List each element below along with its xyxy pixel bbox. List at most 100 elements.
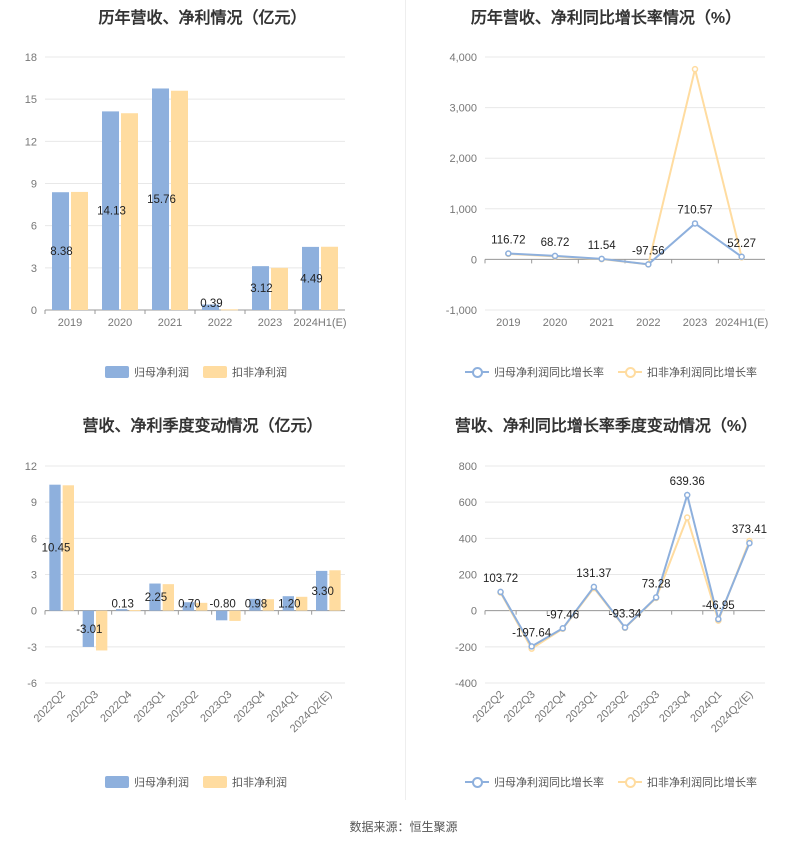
x-tick-label: 2023Q3 <box>626 689 662 725</box>
point-parent-growth <box>497 588 504 596</box>
bar-parent-net-profit <box>182 602 194 611</box>
legend-label: 归母净利润 <box>134 777 189 789</box>
data-label: 3.30 <box>311 586 333 598</box>
bar-parent-net-profit <box>149 583 161 611</box>
quarterly-profit-bar-chart: -6 -3 0 3 6 9 12 2022Q22022Q32022Q42023Q12023Q2… <box>25 461 345 735</box>
quarterly-profit-panel: 营收、净利季度变动情况（亿元） -6 -3 0 3 6 9 12 2022Q2 2022Q3 20… <box>0 408 405 808</box>
point-parent-growth <box>645 261 652 268</box>
point-parent-growth <box>528 643 535 650</box>
legend: 归母净利润同比增长率 扣非净利润同比增长率 <box>465 364 771 380</box>
bar-parent-net-profit <box>316 570 328 611</box>
data-label: 131.37 <box>576 568 611 580</box>
legend-item-deducted-growth[interactable]: 扣非净利润同比增长率 <box>618 364 757 380</box>
legend-item-deducted-net-profit[interactable]: 扣非净利润 <box>203 364 287 380</box>
legend-item-deducted-net-profit[interactable]: 扣非净利润 <box>203 774 287 790</box>
annual-growth-line-chart: -1,000 0 1,000 2,000 3,000 4,000 2019 2020 2021 2… <box>446 52 768 329</box>
y-tick-label: 0 <box>31 305 37 317</box>
data-label: -97.46 <box>546 609 579 621</box>
annual-profit-panel: 历年营收、净利情况（亿元） 0 3 6 9 12 15 18 2019 2020 2021 2022… <box>0 0 405 400</box>
point-parent-growth <box>715 615 722 623</box>
legend-label: 归母净利润同比增长率 <box>494 367 604 379</box>
legend-label: 归母净利润同比增长率 <box>494 777 604 789</box>
chart-title: 营收、净利同比增长率季度变动情况（%） <box>454 418 758 435</box>
data-source-footer: 数据来源：恒生聚源 <box>349 820 458 834</box>
y-tick-label: 1,000 <box>449 204 477 216</box>
legend-item-parent-net-profit[interactable]: 归母净利润 <box>105 774 189 790</box>
legend-item-parent-net-profit[interactable]: 归母净利润 <box>105 364 189 380</box>
y-tick-label: 9 <box>31 179 37 191</box>
x-tick-label: 2022 <box>636 317 660 329</box>
legend: 归母净利润 扣非净利润 <box>105 774 301 790</box>
x-tick-label: 2023Q2 <box>595 689 631 725</box>
data-label: -93.34 <box>609 609 642 621</box>
y-tick-label: 0 <box>471 606 477 618</box>
x-tick-label: 2022Q4 <box>533 689 569 725</box>
x-tick-label: 2023Q1 <box>132 689 168 725</box>
y-tick-label: 0 <box>31 606 37 618</box>
bar-deducted-net-profit <box>171 90 188 310</box>
point-parent-growth <box>621 624 629 631</box>
y-tick-label: 400 <box>459 533 477 545</box>
chart-title: 历年营收、净利同比增长率情况（%） <box>470 10 742 27</box>
legend-item-deducted-growth[interactable]: 扣非净利润同比增长率 <box>618 774 757 790</box>
annual-profit-bar-chart: 0 3 6 9 12 15 18 2019 2020 2021 2022 2023 2024H1(E) 8… <box>25 52 347 329</box>
data-label: -0.80 <box>210 599 236 611</box>
x-tick-label: 2022Q3 <box>65 689 101 725</box>
y-tick-label: -200 <box>455 642 477 654</box>
x-tick-label: 2023Q3 <box>198 689 234 725</box>
x-tick-label: 2023Q4 <box>657 689 693 725</box>
data-label: 0.70 <box>178 599 200 611</box>
y-tick-label: 15 <box>25 94 37 106</box>
point-parent-growth <box>590 583 598 591</box>
data-label: 68.72 <box>541 237 570 249</box>
bar-deducted-net-profit <box>329 570 341 611</box>
x-tick-label: 2023Q4 <box>232 689 268 725</box>
chart-title: 历年营收、净利情况（亿元） <box>98 10 307 27</box>
y-tick-label: 12 <box>25 136 37 148</box>
data-label: 3.12 <box>250 283 272 295</box>
bar-parent-net-profit <box>152 88 169 311</box>
annual-growth-panel: 历年营收、净利同比增长率情况（%） -1,000 0 1,000 2,000 3,000… <box>405 0 807 400</box>
legend-label: 扣非净利润 <box>232 367 287 379</box>
bar-deducted-net-profit <box>271 267 288 310</box>
legend-item-parent-growth[interactable]: 归母净利润同比增长率 <box>465 774 604 790</box>
point-deducted-growth <box>683 514 691 521</box>
legend-label: 归母净利润 <box>134 367 189 379</box>
data-label: 52.27 <box>727 238 756 250</box>
y-tick-label: 3 <box>31 570 37 582</box>
x-tick-label: 2023Q2 <box>165 689 201 725</box>
panel-divider <box>405 0 406 800</box>
bar-parent-net-profit <box>216 610 228 621</box>
x-tick-label: 2022Q2 <box>32 689 68 725</box>
point-parent-growth <box>691 220 699 227</box>
data-label: 373.41 <box>732 524 767 536</box>
point-parent-growth <box>559 625 567 632</box>
data-label: -197.64 <box>512 627 552 639</box>
bar-deducted-net-profit <box>162 584 174 611</box>
data-label: 10.45 <box>42 543 71 555</box>
legend-item-parent-growth[interactable]: 归母净利润同比增长率 <box>465 364 604 380</box>
bar-deducted-net-profit <box>71 191 88 310</box>
legend-label: 扣非净利润同比增长率 <box>647 367 757 379</box>
bar-deducted-net-profit <box>96 610 108 651</box>
chart-title: 营收、净利季度变动情况（亿元） <box>82 418 323 435</box>
legend-label: 扣非净利润同比增长率 <box>647 777 757 789</box>
bar-parent-net-profit <box>52 192 69 310</box>
y-tick-label: 18 <box>25 52 37 64</box>
data-label: 15.76 <box>147 194 176 206</box>
data-label: 11.54 <box>588 240 617 252</box>
x-tick-label: 2022 <box>208 317 232 329</box>
data-label: 14.13 <box>97 206 126 218</box>
bar-parent-net-profit <box>102 111 119 311</box>
y-tick-label: 800 <box>459 461 477 473</box>
point-parent-growth <box>738 253 745 261</box>
y-tick-label: 6 <box>31 221 37 233</box>
x-tick-label: 2020 <box>108 317 132 329</box>
data-label: 0.13 <box>111 599 133 611</box>
y-tick-label: 3 <box>31 263 37 275</box>
bar-deducted-net-profit <box>221 309 238 311</box>
bar-parent-net-profit <box>116 609 128 611</box>
bar-deducted-net-profit <box>121 113 138 310</box>
line-parent-growth <box>508 222 743 266</box>
data-label: 4.49 <box>300 273 322 285</box>
